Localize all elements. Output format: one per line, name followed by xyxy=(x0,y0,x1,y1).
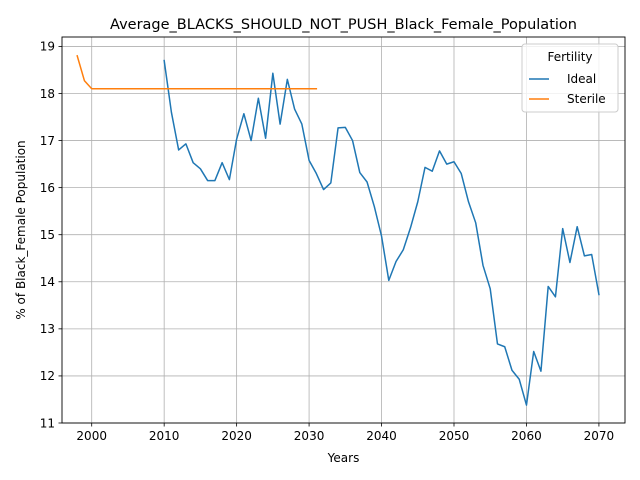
x-axis-label: Years xyxy=(327,451,360,465)
series-line-sterile xyxy=(76,54,318,90)
y-tick-label: 17 xyxy=(40,134,55,148)
x-tick-label: 2050 xyxy=(439,429,470,443)
x-tick-label: 2010 xyxy=(149,429,180,443)
x-tick-label: 2000 xyxy=(76,429,107,443)
plot-frame xyxy=(61,36,626,424)
x-tick-label: 2020 xyxy=(221,429,252,443)
y-tick-label: 18 xyxy=(40,87,55,101)
x-tick-label: 2060 xyxy=(511,429,542,443)
series-line-ideal xyxy=(163,59,600,406)
y-axis-label: % of Black_Female Population xyxy=(14,140,28,319)
y-tick-label: 13 xyxy=(40,322,55,336)
x-tick-label: 2030 xyxy=(294,429,325,443)
x-tick-label: 2070 xyxy=(584,429,615,443)
y-tick-label: 19 xyxy=(40,40,55,54)
y-tick-label: 15 xyxy=(40,228,55,242)
series-layer xyxy=(76,54,600,406)
chart-title: Average_BLACKS_SHOULD_NOT_PUSH_Black_Fem… xyxy=(110,17,577,33)
y-tick-label: 12 xyxy=(40,369,55,383)
x-tick-label: 2040 xyxy=(366,429,397,443)
legend-label-sterile: Sterile xyxy=(567,92,606,106)
ticks: 2000 2010 2020 2030 2040 2050 2060 2070 11 12 13 14… xyxy=(40,40,614,443)
legend-box xyxy=(521,43,619,113)
y-tick-label: 11 xyxy=(40,416,55,430)
legend-title: Fertility xyxy=(547,50,592,64)
legend: Fertility Ideal Sterile xyxy=(521,43,619,113)
legend-label-ideal: Ideal xyxy=(567,72,596,86)
y-tick-label: 14 xyxy=(40,275,55,289)
y-tick-label: 16 xyxy=(40,181,55,195)
